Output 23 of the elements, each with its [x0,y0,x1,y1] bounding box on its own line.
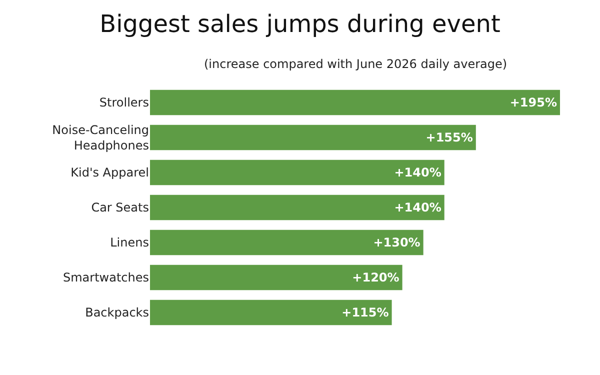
bar [150,300,392,326]
y-tick-label: Car Seats [91,200,149,215]
data-label: +115% [342,306,389,320]
y-tick-label: Linens [110,236,149,250]
bar [150,230,424,256]
y-tick-label: Backpacks [85,306,149,320]
y-tick-label: Smartwatches [62,270,149,285]
y-tick-label: Kid's Apparel [70,166,149,180]
data-label: +155% [426,130,473,144]
bar [150,90,560,116]
bar [150,264,402,290]
chart-subtitle: (increase compared with June 2026 daily average) [204,57,508,71]
bar [150,194,444,220]
bar [150,160,444,186]
data-label: +140% [394,200,442,214]
data-label: +195% [510,96,557,110]
y-tick-label: Strollers [99,96,149,110]
data-label: +130% [373,236,420,250]
y-tick-label: Noise-Canceling Headphones [52,122,149,152]
bar [150,124,476,150]
data-label: +140% [394,166,442,180]
data-label: +120% [352,270,400,284]
chart-title: Biggest sales jumps during event [100,10,500,38]
